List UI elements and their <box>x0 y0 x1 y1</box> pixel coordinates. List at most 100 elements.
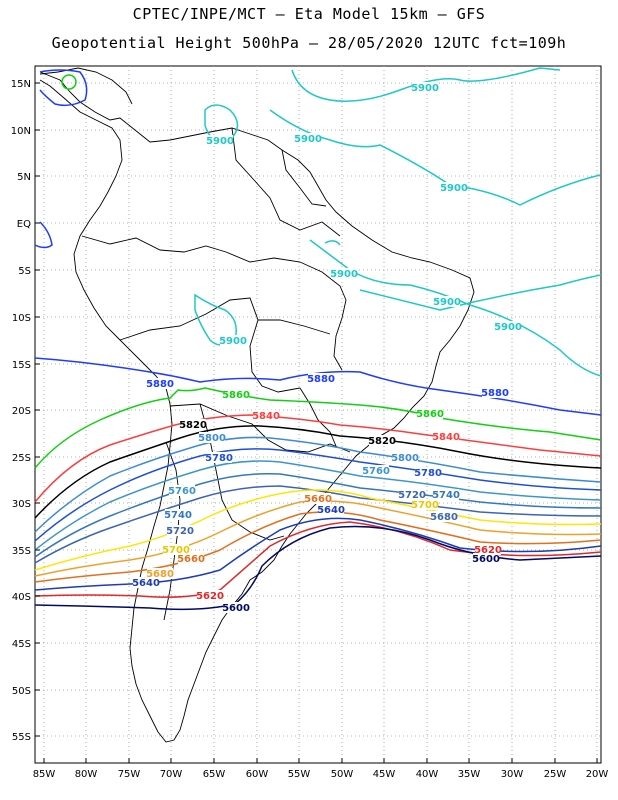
contour-label-bg <box>412 82 438 93</box>
contour-label: 5780 <box>414 468 442 479</box>
contour-label: 5900 <box>433 297 461 308</box>
contour-label-bg <box>433 431 459 442</box>
contour-label-bg <box>295 133 321 144</box>
contour-label-bg <box>206 452 232 463</box>
contour-label: 5680 <box>146 569 174 580</box>
contour-label: 5900 <box>294 134 322 145</box>
longitude-axis: 85W 80W 75W 70W 65W 60W 55W 50W 45W 40W 35W 30W 25W 2… <box>33 758 609 780</box>
latitude-label: EQ <box>17 219 31 230</box>
contour-label-bg <box>318 504 344 515</box>
longitude-label: 25W <box>544 769 567 780</box>
contour-label-bg <box>180 419 206 430</box>
latitude-label: 35S <box>12 546 31 557</box>
contour-label-bg <box>308 373 334 384</box>
longitude-label: 30W <box>501 769 524 780</box>
contour-label: 5800 <box>391 453 419 464</box>
contour-label: 5600 <box>222 603 250 614</box>
contour-lines <box>34 67 602 611</box>
contour-label: 5680 <box>430 512 458 523</box>
contour-label-bg <box>441 182 467 193</box>
latitude-label: 30S <box>12 499 31 510</box>
contour-label: 5780 <box>205 453 233 464</box>
latitude-label: 45S <box>12 639 31 650</box>
longitude-label: 55W <box>288 769 311 780</box>
longitude-label: 75W <box>118 769 141 780</box>
contour-label-bg <box>495 321 521 332</box>
longitude-label: 35W <box>458 769 481 780</box>
contour-label-bg <box>369 435 395 446</box>
contour-label-bg <box>147 568 173 579</box>
latitude-label: 10S <box>12 313 31 324</box>
latitude-label: 50S <box>12 686 31 697</box>
contour-label: 5820 <box>179 420 207 431</box>
contour-label-bg <box>434 296 460 307</box>
contour-label-bg <box>412 499 438 510</box>
contour-label: 5700 <box>411 500 439 511</box>
contour-label-bg <box>431 511 457 522</box>
contour-label-bg <box>433 489 459 500</box>
contour-label-bg <box>207 135 233 146</box>
contour-label-bg <box>220 335 246 346</box>
contour-label-bg <box>253 410 279 421</box>
contour-label: 5660 <box>177 554 205 565</box>
latitude-label: 55S <box>12 732 31 743</box>
contour-label-bg <box>399 489 425 500</box>
contour-label-bg <box>415 467 441 478</box>
contour-label-bg <box>331 268 357 279</box>
longitude-label: 20W <box>586 769 609 780</box>
longitude-label: 70W <box>160 769 183 780</box>
latitude-label: 25S <box>12 453 31 464</box>
contour-label-bg <box>305 493 331 504</box>
contour-label: 5660 <box>304 494 332 505</box>
contour-label: 5900 <box>330 269 358 280</box>
contour-label: 5880 <box>146 379 174 390</box>
contour-label: 5720 <box>398 490 426 501</box>
contour-label-bg <box>473 553 499 564</box>
contour-label-bg <box>163 544 189 555</box>
contour-label: 5900 <box>219 336 247 347</box>
contour-label-bg <box>223 389 249 400</box>
contour-label: 5600 <box>472 554 500 565</box>
longitude-label: 50W <box>331 769 354 780</box>
latitude-axis: 15N 10N 5N EQ 5S 10S 15S 20S 25S 30S 35S 40S 45S 50S 5… <box>11 79 40 743</box>
contour-label: 5740 <box>432 490 460 501</box>
contour-label: 5860 <box>222 390 250 401</box>
contour-label-bg <box>363 465 389 476</box>
latitude-label: 15N <box>11 79 31 90</box>
contour-label: 5760 <box>362 466 390 477</box>
contour-label: 5720 <box>166 526 194 537</box>
contour-label: 5740 <box>164 510 192 521</box>
latitude-label: 20S <box>12 406 31 417</box>
map-frame <box>34 65 602 764</box>
latitude-label: 5N <box>17 172 31 183</box>
contour-label: 5620 <box>196 591 224 602</box>
contour-label: 5840 <box>252 411 280 422</box>
latitude-label: 15S <box>12 360 31 371</box>
contour-label-bg <box>392 452 418 463</box>
contour-label: 5700 <box>162 545 190 556</box>
longitude-label: 85W <box>33 769 56 780</box>
contour-labels: 5900 5900 5900 5900 5900 5900 5900 5900 5880 5880… <box>132 82 522 614</box>
contour-label: 5640 <box>132 578 160 589</box>
contour-label-bg <box>169 485 195 496</box>
contour-label: 5860 <box>416 409 444 420</box>
longitude-label: 45W <box>373 769 396 780</box>
longitude-label: 80W <box>75 769 98 780</box>
contour-label: 5900 <box>440 183 468 194</box>
contour-label-bg <box>147 378 173 389</box>
contour-label-bg <box>165 509 191 520</box>
latitude-label: 5S <box>18 266 31 277</box>
contour-label: 5900 <box>411 83 439 94</box>
latitude-label: 10N <box>11 126 31 137</box>
contour-label: 5900 <box>494 322 522 333</box>
contour-label: 5820 <box>368 436 396 447</box>
contour-label: 5800 <box>198 433 226 444</box>
contour-label: 5840 <box>432 432 460 443</box>
contour-label: 5880 <box>307 374 335 385</box>
latitude-label: 40S <box>12 592 31 603</box>
contour-label: 5900 <box>206 136 234 147</box>
contour-label-bg <box>197 590 223 601</box>
contour-label-bg <box>482 387 508 398</box>
contour-label: 5640 <box>317 505 345 516</box>
